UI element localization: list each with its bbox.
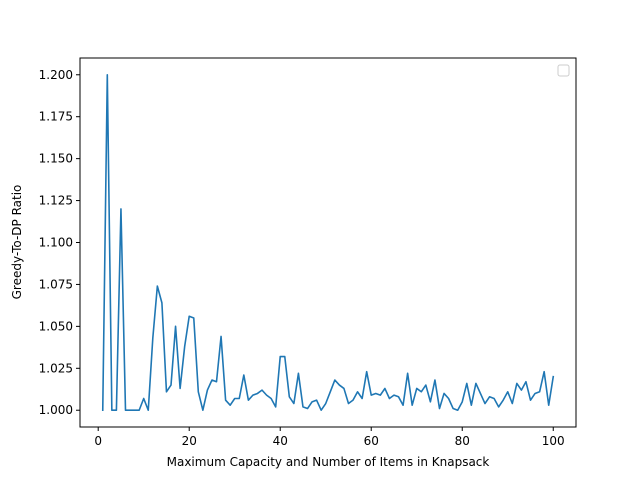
legend-box: [557, 64, 570, 77]
y-tick-label: 1.075: [39, 277, 73, 291]
y-axis-label: Greedy-To-DP Ratio: [10, 185, 24, 300]
x-tick-label: 100: [542, 434, 565, 448]
plot-area: [101, 73, 555, 412]
series-line: [101, 73, 555, 412]
x-tick-label: 60: [364, 434, 379, 448]
y-tick-label: 1.175: [39, 110, 73, 124]
x-axis-label: Maximum Capacity and Number of Items in …: [167, 455, 490, 469]
x-axis-ticks: 0 20 40 60 80 100: [94, 427, 565, 448]
y-tick-label: 1.000: [39, 403, 73, 417]
x-tick-label: 0: [94, 434, 102, 448]
y-tick-label: 1.125: [39, 194, 73, 208]
y-tick-label: 1.025: [39, 361, 73, 375]
y-axis-ticks: 1.000 1.025 1.050 1.075 1.100 1.125 1.150 1.175…: [39, 68, 80, 417]
y-tick-label: 1.200: [39, 68, 73, 82]
y-tick-label: 1.150: [39, 152, 73, 166]
x-tick-label: 40: [273, 434, 288, 448]
x-tick-label: 20: [182, 434, 197, 448]
x-tick-label: 80: [455, 434, 470, 448]
y-tick-label: 1.050: [39, 319, 73, 333]
y-tick-label: 1.100: [39, 236, 73, 250]
